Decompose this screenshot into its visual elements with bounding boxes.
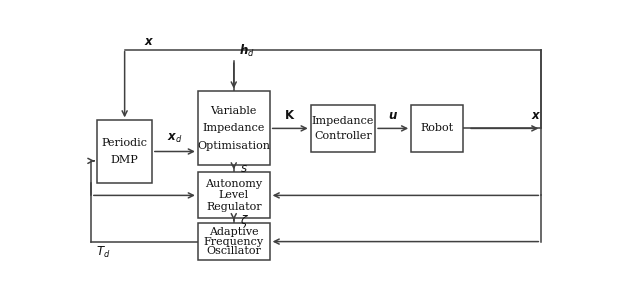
Text: Variable: Variable bbox=[211, 106, 257, 116]
Text: Optimisation: Optimisation bbox=[197, 141, 270, 151]
Text: $\boldsymbol{x}_d$: $\boldsymbol{x}_d$ bbox=[167, 131, 182, 145]
Text: $\boldsymbol{h}_d$: $\boldsymbol{h}_d$ bbox=[239, 43, 255, 59]
Text: Adaptive: Adaptive bbox=[209, 227, 259, 237]
Text: Periodic: Periodic bbox=[102, 138, 148, 148]
Bar bbox=[198, 92, 269, 165]
Text: $s$: $s$ bbox=[240, 162, 248, 175]
Text: $\mathbf{K}$: $\mathbf{K}$ bbox=[284, 109, 296, 122]
Bar bbox=[310, 105, 375, 152]
Text: $\zeta$: $\zeta$ bbox=[240, 213, 249, 229]
Bar bbox=[198, 223, 269, 260]
Text: Level: Level bbox=[219, 190, 249, 200]
Text: Impedance: Impedance bbox=[203, 123, 265, 134]
Text: DMP: DMP bbox=[111, 155, 138, 165]
Text: Frequency: Frequency bbox=[204, 237, 264, 247]
Text: Oscillator: Oscillator bbox=[206, 246, 261, 256]
Text: Regulator: Regulator bbox=[206, 202, 262, 212]
Text: $T_d$: $T_d$ bbox=[96, 245, 110, 260]
Bar bbox=[198, 172, 269, 218]
Text: Robot: Robot bbox=[420, 123, 454, 134]
Text: $\boldsymbol{x}$: $\boldsymbol{x}$ bbox=[145, 34, 155, 47]
Bar bbox=[411, 105, 463, 152]
Text: $\boldsymbol{u}$: $\boldsymbol{u}$ bbox=[388, 109, 398, 122]
Text: Autonomy: Autonomy bbox=[205, 179, 262, 189]
Text: Impedance: Impedance bbox=[312, 116, 374, 126]
Text: $\boldsymbol{x}$: $\boldsymbol{x}$ bbox=[531, 109, 541, 122]
Bar bbox=[97, 120, 152, 183]
Text: Controller: Controller bbox=[314, 131, 372, 141]
